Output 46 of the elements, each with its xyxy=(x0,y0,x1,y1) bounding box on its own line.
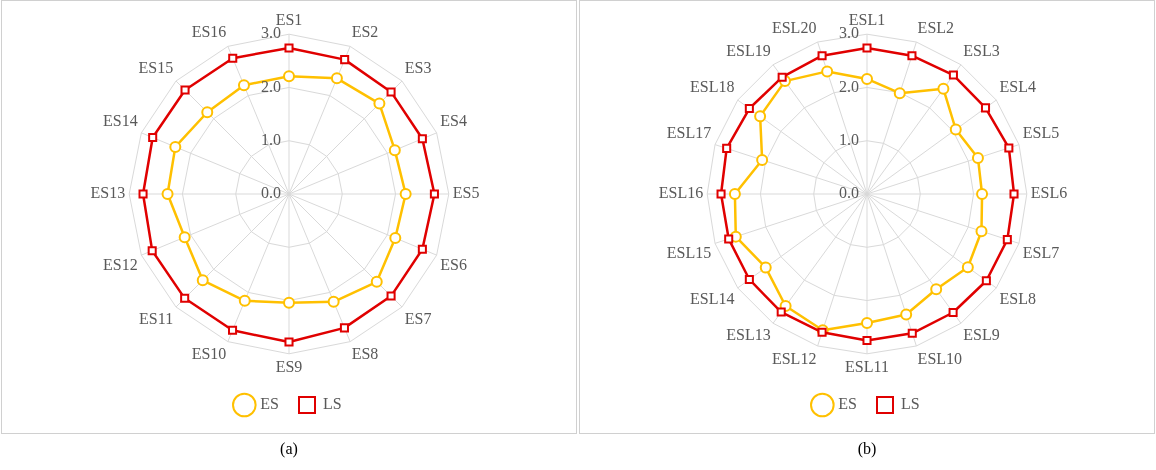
spoke-label: ESL11 xyxy=(845,357,889,375)
spoke-label: ES8 xyxy=(351,345,379,363)
spoke-label: ESL16 xyxy=(658,184,704,202)
spoke-label: ES6 xyxy=(440,256,467,274)
y-tick-label: 0.0 xyxy=(261,184,281,202)
y-tick-label: 1.0 xyxy=(839,130,859,148)
spoke-label: ESL14 xyxy=(690,290,735,308)
spoke-label: ES14 xyxy=(103,111,138,129)
spoke-label: ES3 xyxy=(404,58,432,76)
spoke-label: ES16 xyxy=(191,23,227,41)
spoke-label: ESL3 xyxy=(963,42,1000,60)
spoke-label: ES7 xyxy=(404,309,432,327)
legend-label: LS xyxy=(323,395,342,413)
spoke-label: ESL9 xyxy=(963,326,1000,344)
legend-label: ES xyxy=(838,395,857,413)
y-tick-label: 1.0 xyxy=(261,130,281,148)
spoke-label: ESL6 xyxy=(1030,184,1068,202)
spoke-label: ESL15 xyxy=(666,244,712,262)
spoke-label: ESL20 xyxy=(771,18,817,36)
spoke-label: ESL7 xyxy=(1022,244,1060,262)
spoke-label: ESL12 xyxy=(771,349,817,367)
spoke-label: ESL4 xyxy=(999,78,1036,96)
spoke-label: ESL2 xyxy=(917,18,955,36)
y-tick-label: 0.0 xyxy=(839,184,859,202)
spoke-label: ESL19 xyxy=(726,42,771,60)
spoke-label: ESL13 xyxy=(726,326,771,344)
y-tick-label: 2.0 xyxy=(261,77,281,95)
spoke-label: ESL17 xyxy=(666,123,712,141)
spoke-label: ESL5 xyxy=(1022,123,1060,141)
spoke-label: ESL18 xyxy=(690,78,735,96)
y-tick-label: 2.0 xyxy=(839,77,859,95)
spoke-label: ES15 xyxy=(138,58,174,76)
spoke-label: ES9 xyxy=(275,357,303,375)
text: (a) xyxy=(280,440,298,458)
legend-label: ES xyxy=(260,395,279,413)
spoke-label: ES13 xyxy=(90,184,126,202)
text: (b) xyxy=(857,440,877,458)
spoke-label: ES4 xyxy=(440,111,467,129)
spoke-label: ES10 xyxy=(191,345,227,363)
legend-label: LS xyxy=(901,395,920,413)
spoke-label: ES2 xyxy=(351,23,379,41)
spoke-label: ESL10 xyxy=(917,349,963,367)
spoke-label: ESL8 xyxy=(999,290,1036,308)
spoke-label: ES12 xyxy=(103,256,138,274)
spoke-label: ES11 xyxy=(139,309,174,327)
spoke-label: ES5 xyxy=(452,184,480,202)
